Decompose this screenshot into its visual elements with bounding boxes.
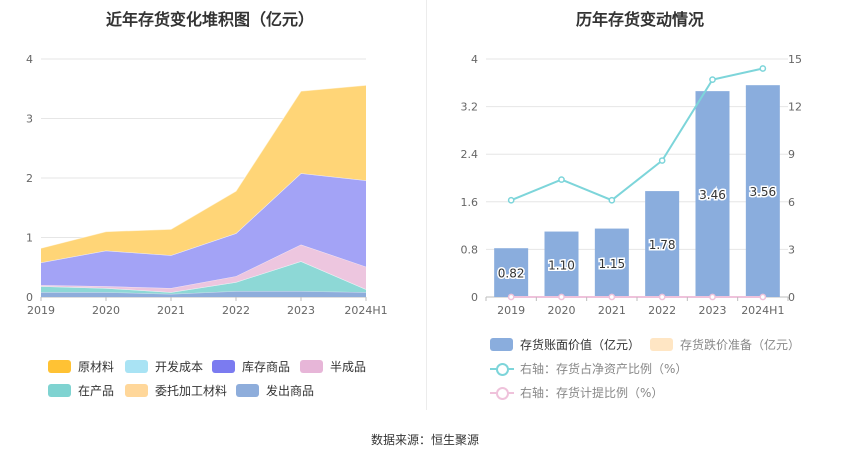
y-tick-label: 2 — [26, 172, 33, 185]
stacked-area-chart: 0 1 2 3 4 2019 2020 2021 2022 2023 2024H1 — [26, 53, 388, 317]
bar — [594, 228, 629, 297]
line-series — [510, 67, 764, 202]
legend-label: 原材料 — [78, 360, 115, 374]
legend-swatch — [48, 384, 71, 397]
bar-value-label: 1.78 — [649, 238, 676, 252]
bar — [494, 248, 529, 297]
x-tick-label: 2020 — [92, 304, 120, 317]
line-point — [709, 76, 716, 83]
legend-swatch — [236, 384, 259, 397]
legend-label: 右轴：存货计提比例（%） — [520, 386, 664, 400]
x-tick-label: 2019 — [497, 304, 525, 317]
y-tick-label: 0 — [26, 291, 33, 304]
y2-tick-label: 0 — [788, 291, 795, 304]
legend-label: 开发成本 — [155, 360, 204, 374]
area-series — [41, 173, 366, 289]
y2-tick-label: 3 — [788, 243, 795, 256]
bar — [645, 191, 680, 297]
legend-swatch — [300, 360, 323, 373]
line-point — [507, 293, 515, 301]
line-point — [507, 196, 515, 204]
line-point — [658, 157, 666, 164]
legend-item-development-cost[interactable]: 开发成本 — [125, 358, 203, 375]
line-point — [759, 293, 767, 301]
legend-label: 库存商品 — [242, 360, 291, 374]
area-series — [41, 291, 366, 297]
y-tick-label: 4 — [26, 53, 33, 66]
bar — [745, 85, 780, 298]
x-tick-label: 2023 — [699, 304, 727, 317]
legend-item-inventory-book-value[interactable]: 存货账面价值（亿元） — [490, 336, 640, 353]
left-chart-title: 近年存货变化堆积图（亿元） — [105, 10, 314, 29]
legend-swatch — [125, 360, 148, 373]
legend-label: 发出商品 — [266, 384, 315, 398]
y-tick-label: 0.8 — [461, 243, 479, 256]
line-point — [558, 176, 565, 183]
x-tick-label: 2024H1 — [344, 304, 387, 317]
y2-tick-label: 12 — [788, 101, 802, 114]
legend-item-finished-goods[interactable]: 库存商品 — [212, 358, 290, 375]
y-tick-label: 2.4 — [461, 148, 479, 161]
y2-tick-label: 6 — [788, 196, 795, 209]
legend-item-work-in-progress[interactable]: 在产品 — [48, 382, 114, 399]
data-source-note: 数据来源：恒生聚源 — [370, 433, 479, 447]
area-series-edge — [40, 84, 367, 249]
bar-value-label: 1.10 — [548, 258, 575, 272]
legend-swatch — [212, 360, 235, 373]
bar-line-chart: 0 0.8 1.6 2.4 3.2 4 0 3 6 9 12 15 0.82 1.10 1.15 1.78 3.… — [461, 53, 803, 317]
area-series — [41, 261, 366, 294]
x-tick-label: 2021 — [598, 304, 626, 317]
legend-label: 委托加工材料 — [155, 384, 228, 398]
legend-item-goods-shipped[interactable]: 发出商品 — [236, 382, 314, 399]
legend-line-marker — [490, 386, 514, 400]
line-point — [759, 65, 767, 72]
x-tick-label: 2021 — [157, 304, 185, 317]
y-tick-label: 0 — [471, 291, 478, 304]
legend-item-provision-ratio[interactable]: 右轴：存货计提比例（%） — [490, 384, 663, 401]
area-series — [41, 85, 366, 263]
legend-label: 半成品 — [330, 360, 367, 374]
legend-label: 存货账面价值（亿元） — [520, 338, 641, 352]
y-tick-label: 3.2 — [461, 101, 479, 114]
y-tick-label: 1.6 — [461, 196, 479, 209]
x-tick-label: 2020 — [548, 304, 576, 317]
bar — [544, 231, 579, 297]
bar-value-label: 1.15 — [598, 257, 625, 271]
legend-item-impairment-provision[interactable]: 存货跌价准备（亿元） — [650, 336, 800, 353]
legend-item-semi-finished[interactable]: 半成品 — [300, 358, 366, 375]
line-point — [558, 293, 565, 301]
panel-divider — [426, 0, 427, 410]
legend-item-consigned-materials[interactable]: 委托加工材料 — [125, 382, 227, 399]
bar-value-label: 3.46 — [699, 188, 726, 202]
legend-label: 在产品 — [78, 384, 115, 398]
bar — [695, 91, 730, 297]
legend-item-inventory-to-net-assets[interactable]: 右轴：存货占净资产比例（%） — [490, 360, 687, 377]
right-chart-title: 历年存货变动情况 — [575, 10, 704, 29]
line-point — [608, 196, 616, 204]
bar-value-label: 3.56 — [749, 185, 776, 199]
x-tick-label: 2024H1 — [741, 304, 784, 317]
y2-tick-label: 9 — [788, 148, 795, 161]
x-tick-label: 2019 — [27, 304, 55, 317]
line-point — [608, 293, 616, 301]
legend-swatch — [490, 338, 513, 351]
y-tick-label: 4 — [471, 53, 478, 66]
area-series — [41, 244, 366, 293]
x-tick-label: 2023 — [287, 304, 315, 317]
x-tick-label: 2022 — [222, 304, 250, 317]
legend-swatch — [125, 384, 148, 397]
legend-label: 右轴：存货占净资产比例（%） — [520, 362, 688, 376]
line-point — [658, 293, 666, 301]
y-tick-label: 3 — [26, 113, 33, 126]
x-tick-label: 2022 — [648, 304, 676, 317]
legend-line-marker — [490, 362, 514, 376]
legend-item-raw-materials[interactable]: 原材料 — [48, 358, 114, 375]
bar-value-label: 0.82 — [498, 267, 525, 281]
y-tick-label: 1 — [26, 232, 33, 245]
legend-label: 存货跌价准备（亿元） — [680, 338, 801, 352]
y2-tick-label: 15 — [788, 53, 802, 66]
legend-swatch — [48, 360, 71, 373]
legend-swatch — [650, 338, 673, 351]
line-point — [709, 293, 716, 301]
